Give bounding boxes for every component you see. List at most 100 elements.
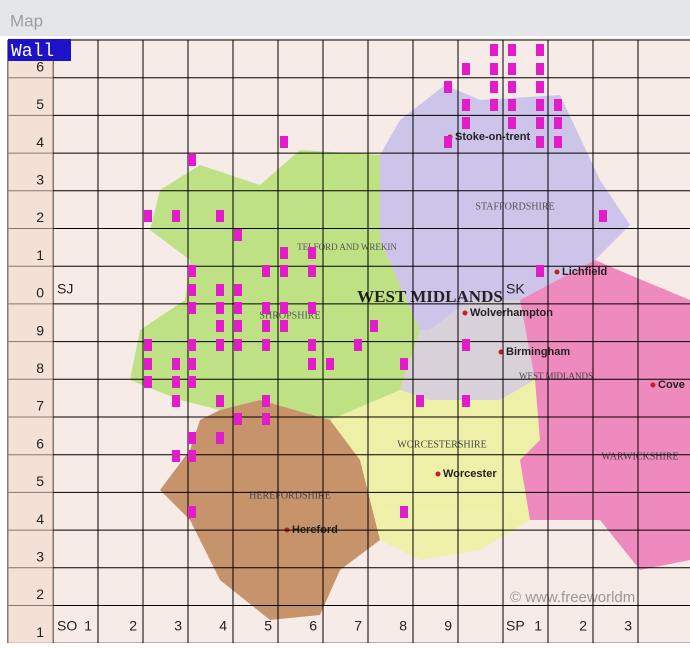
record-marker — [400, 506, 408, 518]
record-marker — [216, 210, 224, 222]
row-label: 6 — [36, 58, 44, 74]
square-label: SO — [57, 618, 77, 634]
square-label: SP — [506, 618, 525, 634]
place-label: Worcester — [443, 468, 497, 480]
map-credit: © www.freeworldm — [510, 589, 635, 606]
record-marker — [508, 63, 516, 75]
row-label: 3 — [36, 172, 44, 188]
column-label: 2 — [579, 618, 587, 634]
record-marker — [144, 358, 152, 370]
record-marker — [490, 63, 498, 75]
record-marker — [280, 265, 288, 277]
column-label: 7 — [354, 618, 362, 634]
record-marker — [188, 154, 196, 166]
record-marker — [234, 413, 242, 425]
record-marker — [188, 265, 196, 277]
title-bar — [0, 0, 690, 36]
record-marker — [280, 320, 288, 332]
record-marker — [308, 302, 316, 314]
place-label: Birmingham — [506, 346, 570, 358]
record-marker — [188, 506, 196, 518]
record-marker — [536, 63, 544, 75]
column-label: 1 — [534, 618, 542, 634]
record-marker — [216, 302, 224, 314]
record-marker — [490, 44, 498, 56]
row-label: 8 — [36, 360, 44, 376]
region-label: TELFORD AND WREKIN — [297, 242, 397, 252]
place-label: Stoke-on-trent — [455, 131, 531, 143]
record-marker — [188, 302, 196, 314]
region-label: WARWICKSHIRE — [601, 451, 678, 462]
row-label: 5 — [36, 473, 44, 489]
record-marker — [536, 265, 544, 277]
record-marker — [172, 395, 180, 407]
staffordshire — [380, 85, 630, 330]
record-marker — [188, 284, 196, 296]
map-regions — [130, 85, 690, 620]
square-label: SK — [506, 281, 525, 297]
record-marker — [172, 450, 180, 462]
record-marker — [400, 358, 408, 370]
record-marker — [262, 302, 270, 314]
record-marker — [172, 210, 180, 222]
record-marker — [444, 81, 452, 93]
row-label: 2 — [36, 209, 44, 225]
region-label: STAFFORDSHIRE — [475, 201, 554, 212]
record-marker — [536, 99, 544, 111]
record-marker — [554, 136, 562, 148]
record-marker — [462, 339, 470, 351]
row-label: 6 — [36, 435, 44, 451]
record-marker — [144, 210, 152, 222]
column-label: 2 — [129, 618, 137, 634]
record-marker — [308, 265, 316, 277]
record-marker — [262, 413, 270, 425]
record-marker — [216, 395, 224, 407]
region-label: HEREFORDSHIRE — [249, 490, 331, 501]
record-marker — [262, 339, 270, 351]
shropshire — [130, 150, 420, 420]
record-marker — [280, 136, 288, 148]
record-marker — [234, 302, 242, 314]
row-label: 1 — [36, 247, 44, 263]
row-label: 5 — [36, 96, 44, 112]
record-marker — [280, 302, 288, 314]
row-label: 4 — [36, 134, 44, 150]
window-title: Map — [10, 11, 43, 30]
record-marker — [326, 358, 334, 370]
record-marker — [508, 117, 516, 129]
place-dot — [650, 382, 656, 388]
record-marker — [262, 320, 270, 332]
record-marker — [234, 284, 242, 296]
row-label: 9 — [36, 322, 44, 338]
row-label: 4 — [36, 511, 44, 527]
record-marker — [490, 99, 498, 111]
column-label: 3 — [174, 618, 182, 634]
place-label: Wolverhampton — [470, 307, 553, 319]
record-marker — [508, 44, 516, 56]
column-label: 5 — [264, 618, 272, 634]
record-marker — [599, 210, 607, 222]
column-label: 9 — [444, 618, 452, 634]
record-marker — [144, 376, 152, 388]
layer-badge — [8, 39, 71, 61]
region-label: SHROPSHIRE — [259, 310, 320, 321]
row-label: 0 — [36, 285, 44, 301]
record-marker — [172, 358, 180, 370]
record-marker — [508, 99, 516, 111]
worcestershire — [330, 380, 540, 560]
row-label: 3 — [36, 549, 44, 565]
record-marker — [144, 339, 152, 351]
record-marker — [216, 339, 224, 351]
record-marker — [536, 117, 544, 129]
record-marker — [490, 81, 498, 93]
record-marker — [536, 81, 544, 93]
place-dot — [435, 471, 441, 477]
record-marker — [536, 44, 544, 56]
square-label: SJ — [57, 281, 73, 297]
row-label: 1 — [36, 624, 44, 640]
record-marker — [462, 63, 470, 75]
column-label: 8 — [399, 618, 407, 634]
record-marker — [462, 395, 470, 407]
record-marker — [216, 432, 224, 444]
record-marker — [308, 339, 316, 351]
